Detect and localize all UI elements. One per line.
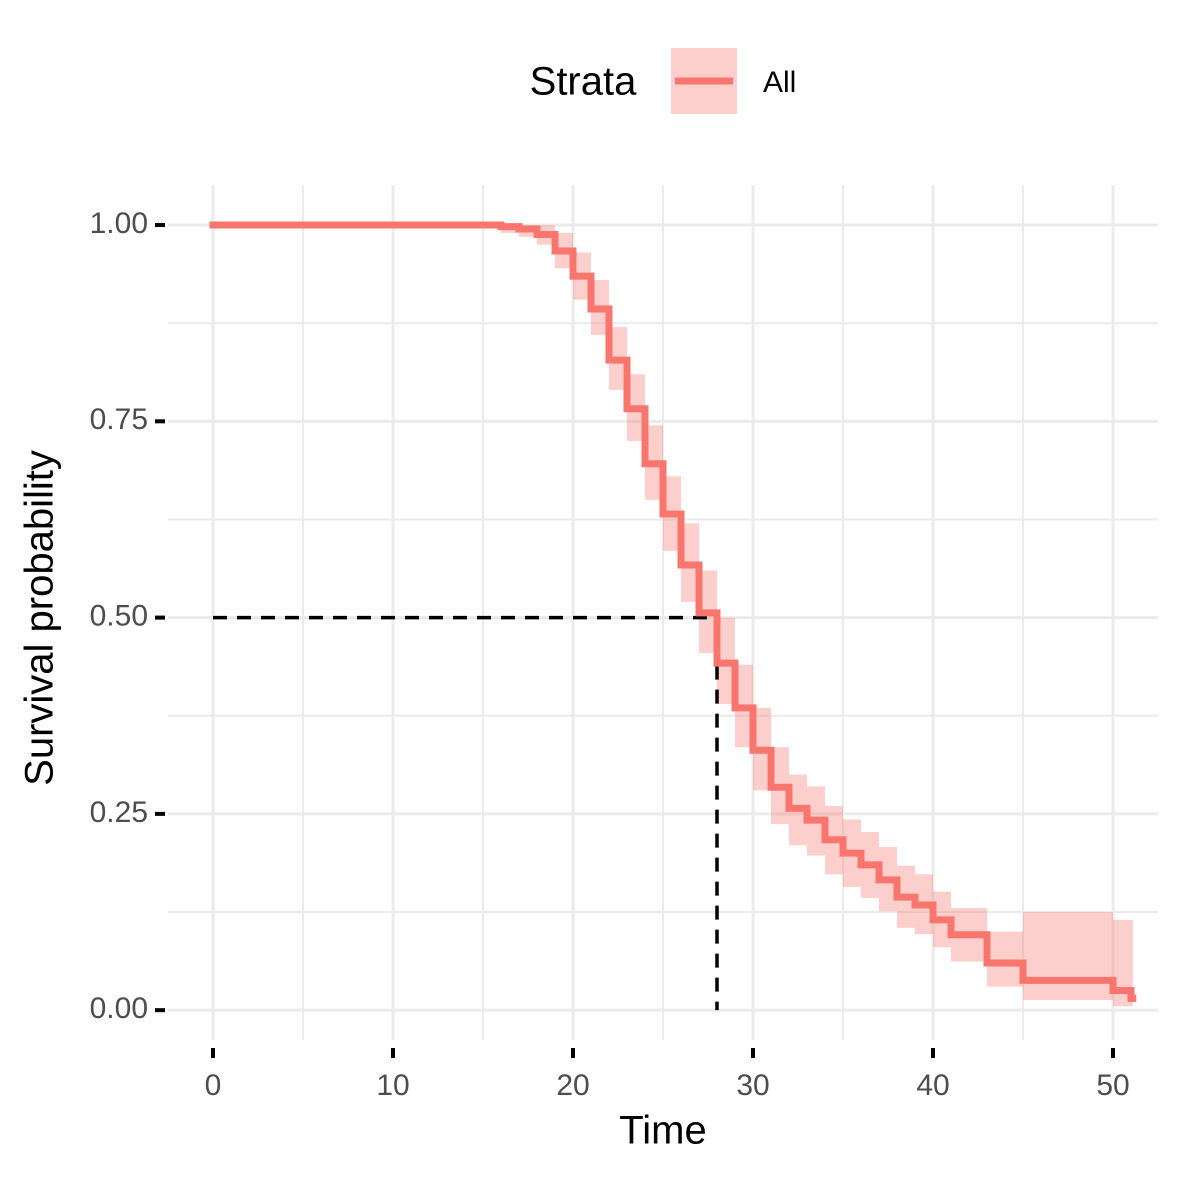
y-tick-label: 0.25 <box>90 796 148 829</box>
y-tick-label: 0.50 <box>90 600 148 633</box>
confidence-band <box>987 931 1023 987</box>
confidence-band <box>1131 919 1133 1007</box>
legend-title: Strata <box>530 60 637 104</box>
legend-label: All <box>763 66 796 99</box>
x-tick-label: 30 <box>736 1069 769 1102</box>
x-tick-label: 50 <box>1096 1069 1129 1102</box>
y-tick-label: 1.00 <box>90 207 148 240</box>
x-axis-title: Time <box>619 1109 706 1153</box>
x-tick-label: 40 <box>916 1069 949 1102</box>
y-axis-title: Survival probability <box>18 450 62 786</box>
y-tick-label: 0.00 <box>90 992 148 1025</box>
x-tick-label: 20 <box>556 1069 589 1102</box>
y-tick-label: 0.75 <box>90 403 148 436</box>
x-tick-label: 0 <box>205 1069 222 1102</box>
confidence-band <box>1113 919 1131 1007</box>
x-tick-label: 10 <box>376 1069 409 1102</box>
confidence-band <box>1023 912 1113 1000</box>
